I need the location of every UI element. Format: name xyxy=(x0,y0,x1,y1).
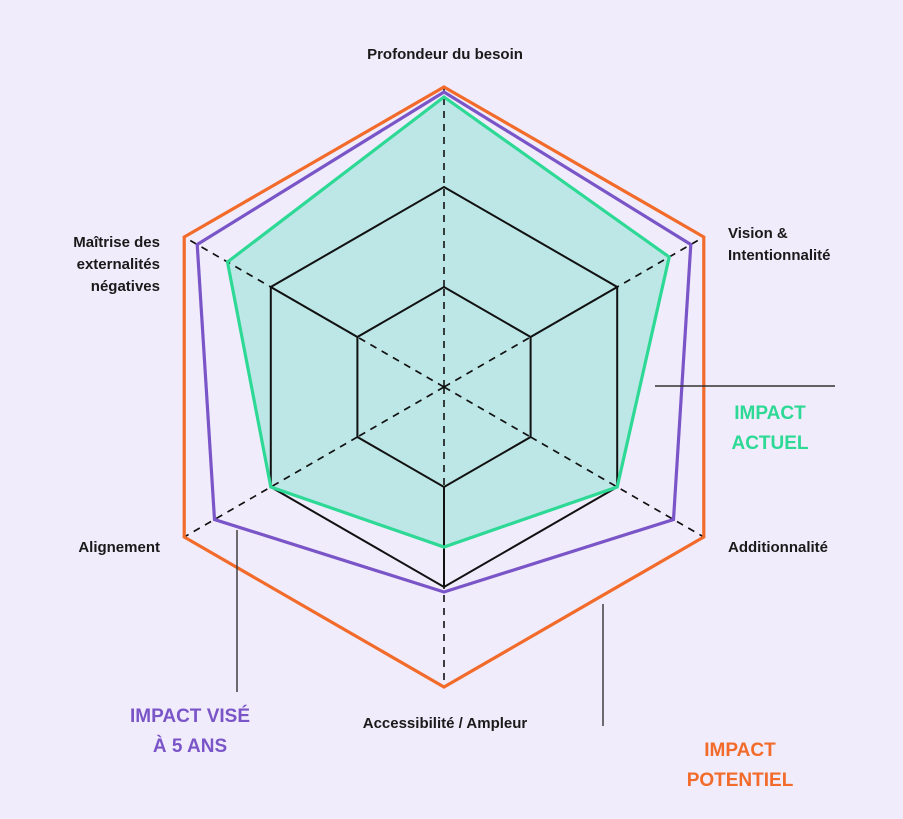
axis-label-additionnalite: Additionnalité xyxy=(728,539,828,556)
leader-lines xyxy=(236,385,835,726)
fill-layer xyxy=(227,97,670,547)
impact-actuel-outline xyxy=(225,95,671,549)
axis-label-profondeur: Profondeur du besoin xyxy=(367,46,523,63)
axes-layer xyxy=(183,87,705,687)
grid-edge-1 xyxy=(530,286,618,338)
impact-potentiel-outline xyxy=(182,85,706,689)
axis-label-alignement: Alignement xyxy=(78,539,160,556)
legend-impact-actuel: IMPACT ACTUEL xyxy=(731,403,809,454)
axis-line-2-inner xyxy=(443,386,532,438)
axis-label-maitrise: Maîtrise des externalités négatives xyxy=(73,234,160,295)
impact-actuel-area xyxy=(227,97,670,547)
legend-impact-vise: IMPACT VISÉ À 5 ANS xyxy=(130,706,250,757)
axis-line-4-inner xyxy=(356,386,445,438)
series-layer xyxy=(182,85,706,689)
legend-impact-potentiel: IMPACT POTENTIEL xyxy=(686,740,794,791)
axis-label-accessibilite: Accessibilité / Ampleur xyxy=(362,715,528,732)
impact-vise-outline xyxy=(195,90,693,594)
grid-edge-5 xyxy=(270,286,358,338)
axis-label-vision: Vision & Intentionnalité xyxy=(728,225,831,264)
